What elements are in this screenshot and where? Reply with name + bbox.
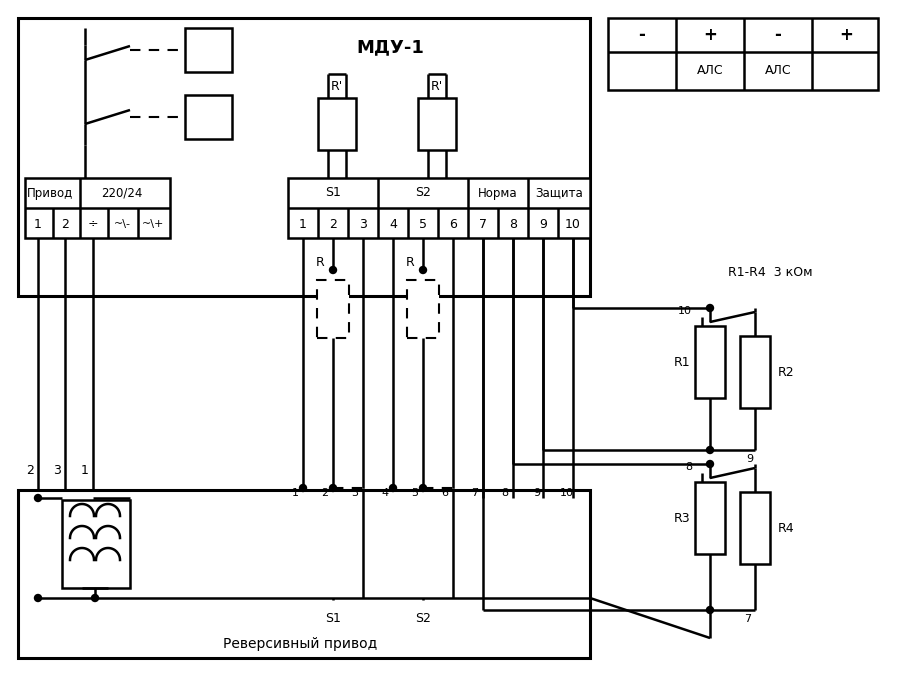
Bar (407, 280, 439, 338)
Text: +: + (839, 26, 853, 44)
Bar (740, 492, 770, 564)
Text: R3: R3 (673, 511, 690, 524)
Text: 1: 1 (34, 217, 42, 230)
Text: R: R (406, 257, 414, 270)
Text: Реверсивный привод: Реверсивный привод (223, 637, 377, 651)
Text: 8: 8 (509, 217, 517, 230)
Text: 9: 9 (534, 488, 541, 498)
Text: 220/24: 220/24 (102, 187, 143, 200)
Bar (418, 98, 456, 150)
Circle shape (34, 494, 41, 502)
Text: 2: 2 (329, 217, 337, 230)
Bar (740, 336, 770, 408)
Text: 3: 3 (359, 217, 367, 230)
Text: S1: S1 (325, 612, 341, 625)
Text: 3: 3 (53, 464, 61, 477)
Text: 8: 8 (685, 462, 692, 472)
Text: АЛС: АЛС (697, 65, 724, 77)
Text: ~\+: ~\+ (142, 219, 164, 229)
Bar (185, 95, 232, 139)
Text: 5: 5 (419, 217, 427, 230)
Text: МДУ-1: МДУ-1 (356, 38, 424, 56)
Text: Привод: Привод (27, 187, 73, 200)
Text: 8: 8 (501, 488, 508, 498)
Text: 10: 10 (560, 488, 574, 498)
Text: S1: S1 (325, 187, 341, 200)
Circle shape (390, 485, 397, 492)
Circle shape (329, 266, 337, 274)
Text: 2: 2 (321, 488, 328, 498)
Bar (695, 482, 725, 554)
Text: R1-R4  3 кОм: R1-R4 3 кОм (728, 265, 813, 278)
Bar (288, 178, 590, 238)
Circle shape (706, 460, 714, 468)
Text: 4: 4 (389, 217, 397, 230)
Bar (318, 98, 356, 150)
Text: 7: 7 (744, 614, 752, 624)
Circle shape (706, 304, 714, 312)
Text: Норма: Норма (478, 187, 518, 200)
Circle shape (329, 485, 337, 492)
Text: S2: S2 (415, 187, 431, 200)
Text: 1: 1 (292, 488, 299, 498)
Text: 2: 2 (61, 217, 69, 230)
Text: 7: 7 (472, 488, 479, 498)
Text: Защита: Защита (536, 187, 583, 200)
Text: -: - (775, 26, 781, 44)
Circle shape (300, 485, 307, 492)
Text: 3: 3 (352, 488, 358, 498)
Text: 2: 2 (26, 464, 34, 477)
Bar (608, 18, 878, 90)
Circle shape (706, 447, 714, 454)
Bar (18, 18, 590, 296)
Text: -: - (639, 26, 645, 44)
Circle shape (34, 595, 41, 602)
Text: 1: 1 (81, 464, 89, 477)
Text: R1: R1 (673, 356, 690, 369)
Text: 1: 1 (299, 217, 307, 230)
Text: АЛС: АЛС (765, 65, 791, 77)
Circle shape (419, 485, 427, 492)
Text: 10: 10 (678, 306, 692, 316)
Text: +: + (703, 26, 717, 44)
Text: ÷: ÷ (87, 217, 98, 230)
Text: ~\-: ~\- (113, 219, 130, 229)
Text: 10: 10 (565, 217, 581, 230)
Text: 4: 4 (382, 488, 389, 498)
Bar (317, 280, 349, 338)
Bar (18, 490, 590, 658)
Bar (25, 178, 170, 238)
Text: R4: R4 (778, 521, 795, 534)
Text: R: R (316, 257, 324, 270)
Circle shape (706, 606, 714, 614)
Bar (695, 326, 725, 398)
Text: S2: S2 (415, 612, 431, 625)
Circle shape (419, 266, 427, 274)
Circle shape (92, 595, 98, 602)
Bar (185, 28, 232, 72)
Text: 9: 9 (539, 217, 547, 230)
Text: R': R' (431, 81, 443, 94)
Text: 5: 5 (411, 488, 418, 498)
Text: R': R' (331, 81, 343, 94)
Text: 7: 7 (479, 217, 487, 230)
Text: R2: R2 (778, 365, 795, 378)
Bar (62, 500, 130, 588)
Text: 9: 9 (746, 454, 753, 464)
Text: 6: 6 (442, 488, 448, 498)
Text: 6: 6 (449, 217, 457, 230)
